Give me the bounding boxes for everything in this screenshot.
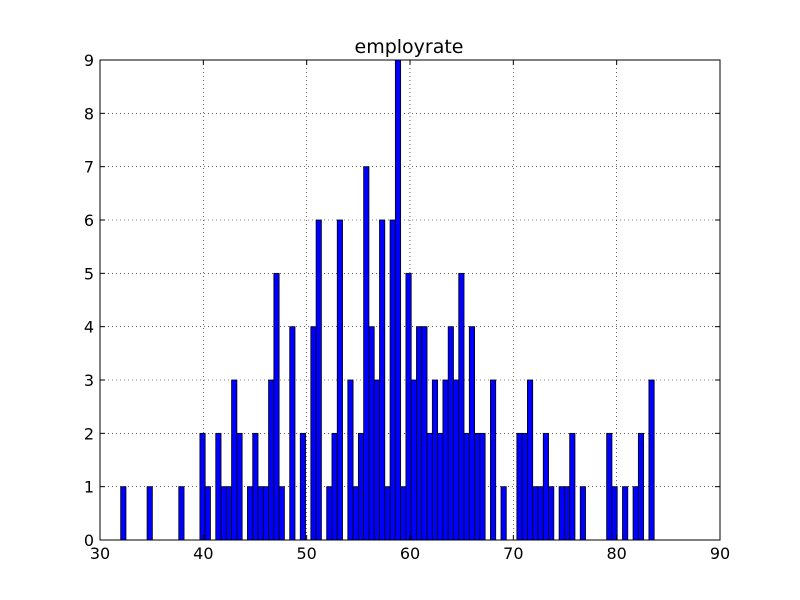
histogram-bar [252, 432, 259, 541]
x-tick-label: 60 [400, 544, 420, 563]
histogram-bar [146, 486, 153, 541]
histogram-bar [363, 166, 370, 541]
histogram-bar [336, 219, 343, 541]
histogram-bar [516, 432, 523, 541]
histogram-bar [416, 326, 423, 541]
histogram-bar [527, 379, 534, 541]
histogram-bar [611, 486, 618, 541]
x-tick-label: 50 [296, 544, 316, 563]
histogram-bar [490, 379, 497, 541]
histogram-bar [442, 379, 449, 541]
histogram-bar [268, 379, 275, 541]
histogram-bar [431, 379, 439, 541]
y-tick-label: 5 [84, 264, 94, 283]
histogram-bar [421, 326, 428, 541]
histogram-bar [220, 486, 227, 541]
x-tick-labels: 30 40 50 60 70 80 90 [90, 544, 730, 563]
histogram-bar [262, 486, 269, 541]
histogram-bar [331, 432, 338, 541]
histogram-bar [394, 59, 402, 541]
histogram-bar [569, 432, 576, 541]
histogram-bar [236, 432, 243, 541]
histogram-bar [326, 486, 333, 541]
y-tick-label: 4 [84, 318, 94, 337]
y-tick-label: 3 [84, 371, 94, 390]
histogram-bar [247, 486, 254, 541]
histogram-bar [458, 272, 465, 541]
histogram-bar [463, 432, 470, 541]
histogram-bar [453, 379, 460, 541]
histogram-bar [400, 486, 407, 541]
histogram-bar [120, 486, 127, 541]
x-tick-label: 30 [90, 544, 110, 563]
histogram-bar [215, 432, 222, 541]
histogram-bar [204, 486, 211, 541]
histogram-bar [231, 379, 238, 541]
histogram-bar [379, 219, 386, 541]
histogram-bar [225, 486, 232, 541]
histogram-bar [637, 432, 645, 541]
histogram-bar [410, 379, 417, 541]
histogram-bar [426, 432, 433, 541]
histogram-bar [273, 272, 280, 541]
y-tick-label: 1 [84, 478, 94, 497]
y-tick-label: 6 [84, 211, 94, 230]
histogram-bar [479, 432, 486, 541]
histogram-bar [542, 432, 549, 541]
histogram-bar [289, 326, 296, 541]
histogram-bar [532, 486, 539, 541]
histogram-bar [622, 486, 629, 541]
histogram-bar [606, 432, 613, 541]
histogram-bar [500, 486, 507, 541]
histogram-bar [521, 432, 528, 541]
x-tick-label: 40 [193, 544, 213, 563]
histogram-bar [352, 486, 359, 541]
x-tick-label: 70 [503, 544, 523, 563]
x-tick-label: 90 [710, 544, 730, 563]
histogram-bar [199, 432, 206, 541]
histogram-bar [299, 432, 306, 541]
y-tick-labels: 0 1 2 3 4 5 6 7 8 9 [84, 51, 94, 550]
histogram-bar [357, 432, 365, 541]
histogram-bar [537, 486, 544, 541]
histogram-bar [384, 486, 391, 541]
y-tick-label: 9 [84, 51, 94, 70]
histogram-bar [405, 272, 412, 541]
histogram-bar [347, 379, 354, 541]
histogram-bar [563, 486, 571, 541]
histogram-bar [437, 432, 444, 541]
y-tick-label: 2 [84, 424, 94, 443]
histogram-bar [632, 486, 639, 541]
histogram-bar [310, 326, 317, 541]
histogram-bar [474, 432, 481, 541]
histogram-bar [548, 486, 555, 541]
histogram-bar [468, 326, 475, 541]
y-tick-label: 8 [84, 104, 94, 123]
histogram-bar [257, 486, 264, 541]
histogram-bar [447, 326, 454, 541]
histogram-bar [648, 379, 655, 541]
axis-ticks [99, 59, 721, 541]
histogram-bar [278, 486, 285, 541]
chart-title: employrate [355, 36, 464, 58]
histogram-bar [178, 486, 185, 541]
histogram-bar [368, 326, 375, 541]
histogram-bar [558, 486, 565, 541]
x-tick-label: 80 [606, 544, 626, 563]
histogram-bar [315, 219, 322, 541]
y-tick-label: 7 [84, 158, 94, 177]
y-tick-label: 0 [84, 531, 94, 550]
histogram-bars [120, 59, 655, 541]
histogram-bar [373, 379, 380, 541]
histogram-bar [389, 219, 396, 541]
histogram-bar [579, 486, 586, 541]
